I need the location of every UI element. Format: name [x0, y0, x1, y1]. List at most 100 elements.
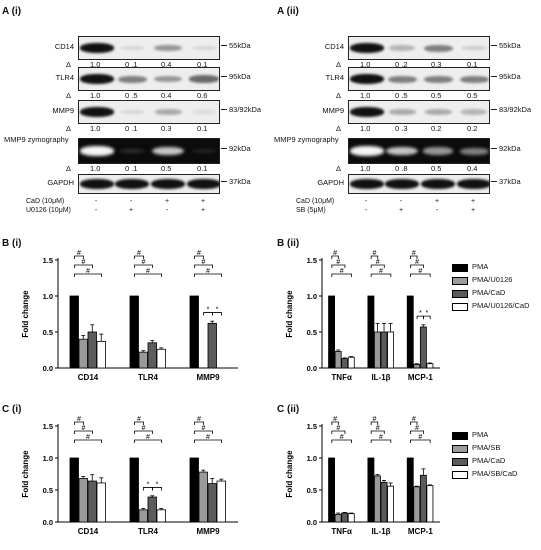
mw-label: 55kDa	[229, 41, 251, 50]
significance-star: *	[207, 307, 210, 314]
bar	[198, 471, 208, 523]
y-axis-label: Fold change	[285, 450, 294, 498]
significance-hash: #	[137, 416, 141, 423]
bar	[189, 457, 199, 523]
mw-marker-tick	[491, 76, 497, 77]
treatment-sign: +	[470, 207, 476, 214]
bar	[87, 331, 97, 369]
blot-band	[191, 45, 217, 51]
y-tick-label: 1.0	[307, 454, 317, 463]
blot-image	[348, 174, 490, 194]
legend-entry: PMA/CaD	[472, 456, 506, 465]
blot-band	[423, 44, 453, 52]
legend-swatch	[452, 458, 468, 466]
bar	[387, 331, 395, 369]
densitometry-value: 0.5	[467, 91, 478, 100]
mw-label: 37kDa	[229, 177, 251, 186]
densitometry-value: 0.4	[161, 91, 172, 100]
significance-bracket	[194, 439, 222, 443]
bar	[367, 457, 375, 523]
treatment-sign: +	[164, 198, 170, 205]
delta-symbol: Δ	[336, 60, 342, 69]
delta-symbol: Δ	[66, 124, 72, 133]
y-tick-label: 1.0	[307, 292, 317, 301]
densitometry-value: 0 .2	[395, 60, 408, 69]
blot-row-label: MMP9	[322, 106, 344, 115]
blot-band	[350, 74, 384, 84]
significance-hash: #	[197, 416, 201, 423]
significance-bracket	[370, 439, 392, 443]
bar-chart-b1: Fold change0.00.51.01.5###CD14###TLR4###…	[21, 250, 238, 382]
treatment-sign: +	[200, 198, 206, 205]
significance-hash: #	[418, 434, 422, 441]
significance-bracket	[331, 264, 346, 268]
significance-hash: #	[379, 268, 383, 275]
mw-label: 95kDa	[499, 72, 521, 81]
significance-hash: #	[415, 259, 419, 266]
densitometry-value: 1.0	[90, 164, 101, 173]
blot-image	[348, 138, 490, 164]
blot-row-label: CD14	[54, 42, 74, 51]
legend-swatch	[452, 445, 468, 453]
legend-entry: PMA/U0126/CaD	[472, 301, 530, 310]
blot-band	[119, 109, 145, 115]
blot-row-label: MMP9	[52, 106, 74, 115]
bar	[334, 513, 342, 523]
significance-hash: #	[415, 425, 419, 432]
significance-star: *	[216, 307, 219, 314]
densitometry-value: 0.1	[467, 60, 478, 69]
significance-hash: #	[137, 250, 141, 257]
blot-band	[424, 109, 452, 115]
densitometry-value: 0 .8	[395, 164, 408, 173]
x-category-label: CD14	[78, 373, 99, 382]
blot-image	[348, 100, 490, 124]
densitometry-value: 1.0	[360, 124, 371, 133]
bar	[426, 363, 434, 369]
x-category-label: IL-1β	[371, 527, 390, 536]
densitometry-value: 0 .5	[125, 91, 138, 100]
densitometry-value: 0.3	[431, 60, 442, 69]
bar	[406, 295, 414, 369]
blot-band	[388, 45, 416, 51]
y-axis-label: Fold change	[21, 290, 30, 338]
x-category-label: IL-1β	[371, 373, 390, 382]
densitometry-value: 0 .1	[125, 60, 138, 69]
significance-bracket	[410, 430, 425, 434]
blot-band	[151, 179, 185, 189]
blot-row-label: TLR4	[325, 73, 344, 82]
mw-label: 83/92kDa	[229, 105, 262, 114]
blot-row-label: GAPDH	[317, 178, 344, 187]
significance-hash: #	[376, 425, 380, 432]
significance-bracket	[74, 439, 102, 443]
significance-hash: #	[82, 425, 86, 432]
significance-hash: #	[206, 434, 210, 441]
significance-bracket	[423, 315, 431, 320]
treatment-sign: -	[129, 198, 133, 205]
bar	[387, 485, 395, 523]
x-category-label: MCP-1	[408, 373, 433, 382]
blot-band	[80, 43, 114, 53]
blot-band	[423, 147, 453, 155]
bar	[78, 478, 88, 523]
legend-entry: PMA/SB/CaD	[472, 469, 518, 478]
bar	[341, 358, 349, 369]
significance-hash: #	[376, 259, 380, 266]
delta-symbol: Δ	[336, 124, 342, 133]
treatment-sign: -	[94, 198, 98, 205]
significance-bracket	[410, 273, 431, 277]
significance-bracket	[370, 430, 385, 434]
significance-bracket	[194, 264, 213, 268]
x-category-label: TLR4	[138, 373, 159, 382]
treatment-label-1: CaD (10μM)	[296, 198, 335, 205]
blot-band	[461, 45, 487, 51]
delta-symbol: Δ	[336, 91, 342, 100]
blot-band	[191, 148, 217, 154]
treatment-sign: +	[398, 207, 404, 214]
blot-image	[78, 36, 220, 60]
treatment-sign: -	[364, 207, 368, 214]
blot-band	[80, 146, 114, 156]
significance-hash: #	[197, 250, 201, 257]
significance-star: *	[147, 481, 150, 488]
mw-marker-tick	[221, 45, 227, 46]
